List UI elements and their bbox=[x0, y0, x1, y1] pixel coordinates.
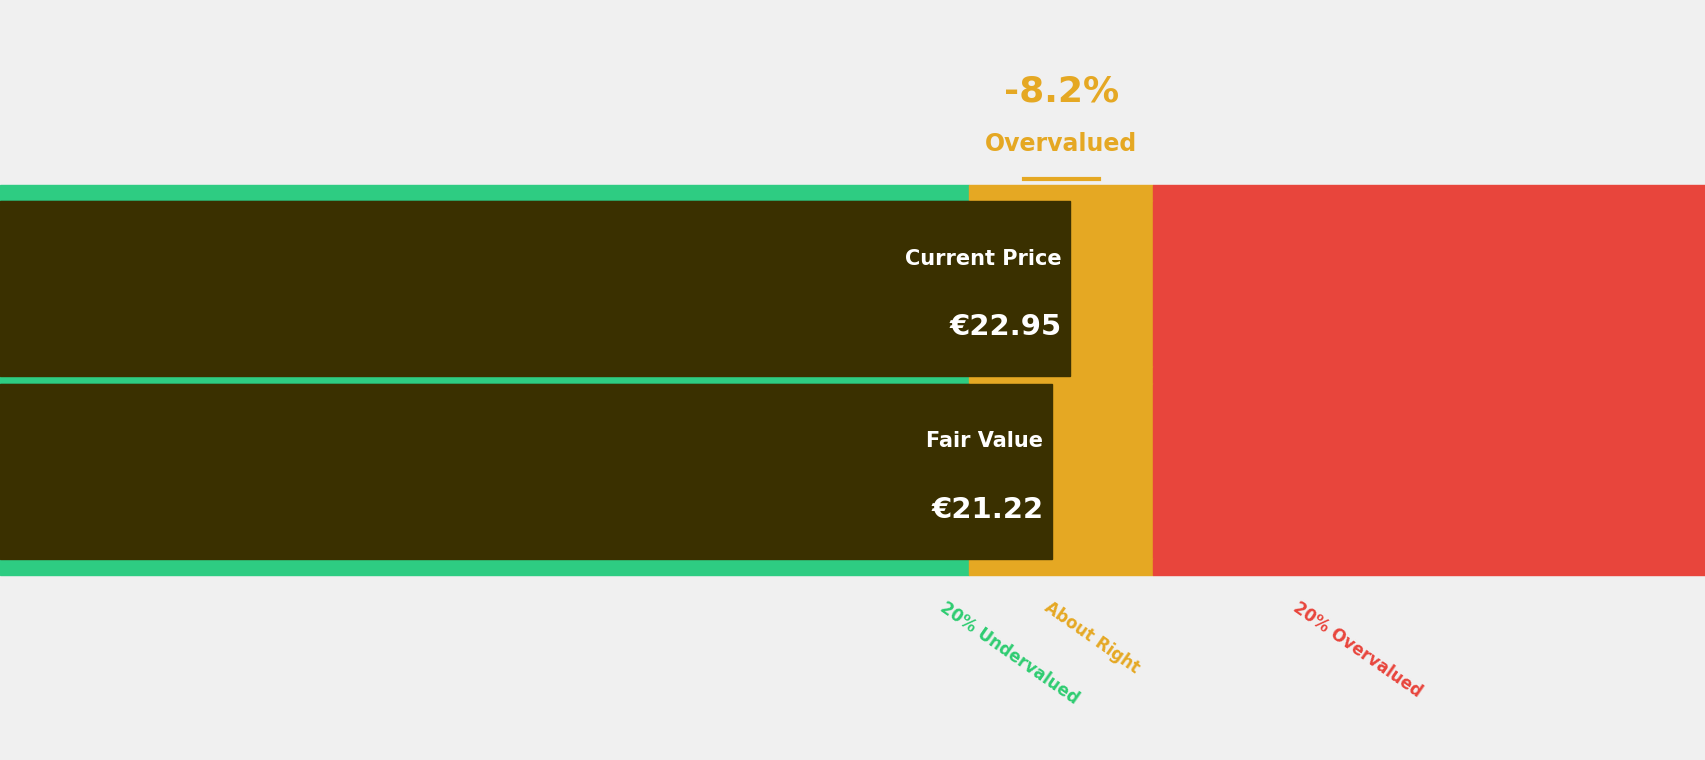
Bar bbox=[1153, 185, 1705, 201]
Bar bbox=[1153, 201, 1705, 376]
Bar bbox=[0, 201, 968, 376]
Text: Current Price: Current Price bbox=[905, 249, 1061, 269]
Text: €21.22: €21.22 bbox=[931, 496, 1043, 524]
Bar bbox=[968, 367, 1153, 384]
Text: -8.2%: -8.2% bbox=[1003, 74, 1118, 108]
Text: €22.95: €22.95 bbox=[950, 313, 1061, 341]
Bar bbox=[968, 201, 1153, 376]
Bar bbox=[0, 384, 968, 559]
Bar bbox=[0, 384, 1052, 559]
Bar bbox=[968, 376, 1153, 393]
Text: 20% Undervalued: 20% Undervalued bbox=[936, 598, 1081, 708]
Bar bbox=[1153, 376, 1705, 393]
Bar bbox=[1153, 367, 1705, 384]
Bar bbox=[968, 185, 1153, 201]
Bar bbox=[1153, 559, 1705, 575]
Bar bbox=[0, 367, 968, 384]
Bar bbox=[0, 376, 968, 393]
Bar bbox=[968, 384, 1153, 559]
Text: About Right: About Right bbox=[1040, 598, 1142, 677]
Bar bbox=[968, 559, 1153, 575]
Bar bbox=[0, 185, 968, 201]
Text: Fair Value: Fair Value bbox=[926, 432, 1043, 451]
Bar bbox=[0, 201, 1069, 376]
Bar bbox=[1153, 384, 1705, 559]
Text: Overvalued: Overvalued bbox=[984, 132, 1137, 157]
Bar bbox=[0, 559, 968, 575]
Text: 20% Overvalued: 20% Overvalued bbox=[1289, 598, 1424, 701]
